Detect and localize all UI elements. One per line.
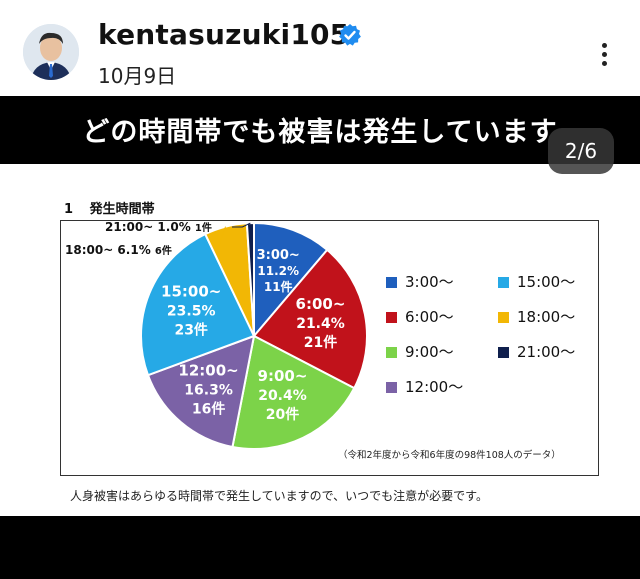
legend-item-1: 15:00〜 <box>498 271 575 292</box>
slice-label-3-1: 16.3% <box>184 382 233 398</box>
legend-swatch-5 <box>498 347 509 358</box>
banner-title: どの時間帯でも被害は発生しています <box>82 117 558 148</box>
legend-label-5: 21:00〜 <box>517 343 576 361</box>
slice-label-4-1: 23.5% <box>167 304 216 320</box>
verified-badge-icon <box>339 24 361 46</box>
legend-label-4: 9:00〜 <box>405 343 454 361</box>
pie-slice-6 <box>245 221 255 337</box>
legend-item-5: 21:00〜 <box>498 341 575 362</box>
slice-label-1-1: 21.4% <box>296 316 345 332</box>
post-header: kentasuzuki105 10月9日 <box>0 0 640 96</box>
pie-slice-2 <box>231 334 356 450</box>
avatar-image <box>23 24 79 80</box>
slide-counter: 2/6 <box>548 128 614 174</box>
slice-label-3-2: 16件 <box>192 400 225 417</box>
chart-footnote: （令和2年度から令和6年度の98件108人のデータ） <box>338 450 561 461</box>
legend-swatch-3 <box>498 312 509 323</box>
legend-swatch-4 <box>386 347 397 358</box>
legend-label-0: 3:00〜 <box>405 273 454 291</box>
bottom-band <box>0 516 640 579</box>
slice-label-0-2: 11件 <box>264 279 293 294</box>
slice-label-2-2: 20件 <box>266 406 299 423</box>
legend-item-0: 3:00〜 <box>386 271 454 292</box>
section-number: 1 <box>64 202 74 217</box>
slice-label-1-2: 21件 <box>304 334 337 351</box>
callout-line-6 <box>232 222 251 228</box>
slice-label-4-2: 23件 <box>174 322 207 339</box>
slice-label-4-0: 15:00~ <box>161 283 221 301</box>
banner: どの時間帯でも被害は発生しています <box>0 96 640 164</box>
slice-label-2-1: 20.4% <box>258 388 307 404</box>
section-title: 発生時間帯 <box>89 202 155 217</box>
legend-item-6: 12:00〜 <box>386 376 463 397</box>
slice-label-1-0: 6:00~ <box>296 295 346 313</box>
slice-label-3-0: 12:00~ <box>178 361 238 379</box>
pie-slice-3 <box>146 334 256 449</box>
avatar[interactable] <box>23 24 79 80</box>
pie-slice-1 <box>252 248 368 390</box>
pie-chart-panel: 3:00~ 11.2% 11件 6:00~ 21.4% 21件 9:00~ 20.4% 20件 1… <box>60 220 599 476</box>
legend-label-6: 12:00〜 <box>405 378 464 396</box>
pie-slice-4 <box>140 232 256 377</box>
pie-slice-0 <box>253 221 329 339</box>
callout-label-6: 21:00~ 1.0% 1件 <box>105 221 212 234</box>
legend-item-2: 6:00〜 <box>386 306 454 327</box>
post-image: どの時間帯でも被害は発生しています 2/6 1 発生時間帯 3:00~ 11.2%… <box>0 96 640 579</box>
legend-swatch-1 <box>498 277 509 288</box>
legend-swatch-6 <box>386 382 397 393</box>
legend-label-3: 18:00〜 <box>517 308 576 326</box>
slice-label-0-0: 3:00~ <box>257 248 300 263</box>
slide-caption: 人身被害はあらゆる時間帯で発生していますので、いつでも注意が必要です。 <box>70 489 488 503</box>
legend-label-1: 15:00〜 <box>517 273 576 291</box>
more-options-icon[interactable] <box>594 40 614 70</box>
legend-item-3: 18:00〜 <box>498 306 575 327</box>
legend-swatch-2 <box>386 312 397 323</box>
username[interactable]: kentasuzuki105 <box>98 18 350 51</box>
section-heading: 1 発生時間帯 <box>64 198 155 217</box>
slice-label-0-1: 11.2% <box>257 264 299 278</box>
callout-label-5: 18:00~ 6.1% 6件 <box>65 243 172 257</box>
legend-item-4: 9:00〜 <box>386 341 454 362</box>
legend-label-2: 6:00〜 <box>405 308 454 326</box>
legend-swatch-0 <box>386 277 397 288</box>
callout-line-5 <box>216 226 226 251</box>
post-date: 10月9日 <box>98 64 177 88</box>
slice-label-2-0: 9:00~ <box>258 367 308 385</box>
